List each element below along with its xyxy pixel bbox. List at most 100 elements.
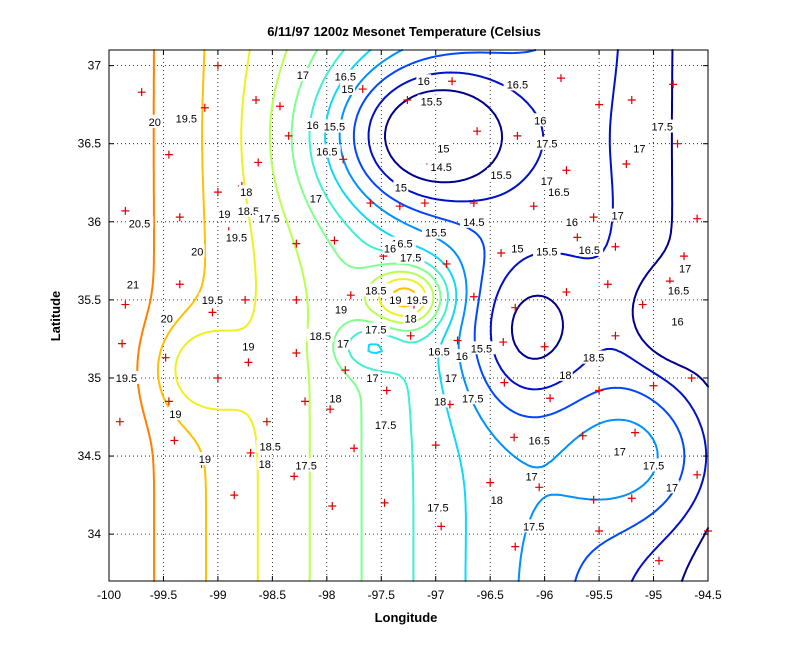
x-tick-label: -98.5 (259, 588, 287, 602)
contour-label: 17.5 (427, 503, 448, 515)
contour-label-bg (362, 283, 390, 297)
station-marker (292, 239, 301, 248)
contour-label-bg (320, 119, 349, 133)
station-marker (213, 373, 222, 382)
contour-label: 18 (434, 396, 446, 408)
station-marker (638, 300, 647, 309)
station-marker (290, 472, 299, 481)
contour-label-bg (670, 314, 685, 328)
station-marker (213, 188, 222, 197)
contour-label: 18 (491, 495, 503, 507)
station-marker (473, 127, 482, 136)
station-marker (500, 378, 509, 387)
station-marker (562, 166, 571, 175)
station-marker (669, 80, 678, 89)
contour-label-bg (306, 328, 335, 342)
x-tick-label: -97 (427, 588, 445, 602)
station-marker (693, 470, 702, 479)
station-marker (431, 441, 440, 450)
contour-label-bg (256, 439, 284, 453)
station-marker (262, 417, 271, 426)
contour-label-bg (365, 370, 380, 384)
contour-label-bg (639, 458, 668, 472)
contour-label-bg (417, 94, 446, 108)
contour-label: 16.5 (668, 286, 689, 298)
contour-label: 16 (307, 120, 319, 132)
contour-label-bg (305, 117, 321, 131)
contour-label-bg (539, 174, 555, 188)
contour-label: 17.5 (295, 460, 316, 472)
contour-label: 17.5 (652, 122, 673, 134)
station-marker (627, 95, 636, 104)
contour-label: 17 (337, 339, 349, 351)
contour-label: 17.5 (375, 420, 396, 432)
contour-label-bg (631, 141, 647, 155)
contour-label-bg (432, 394, 448, 408)
station-marker (595, 386, 604, 395)
station-marker (535, 483, 544, 492)
contour-label: 18.5 (365, 286, 386, 298)
contour-label: 19.5 (116, 373, 137, 385)
station-marker (654, 556, 663, 565)
contour-label: 17.5 (365, 325, 386, 337)
contour-label-bg (382, 241, 398, 255)
contour-label: 19.5 (226, 232, 247, 244)
contour-label-bg (189, 244, 205, 258)
contour-label: 16 (534, 115, 546, 127)
contour-label: 16.5 (335, 72, 356, 84)
contour-label-bg (308, 191, 324, 205)
x-tick-label: -98 (318, 588, 336, 602)
station-marker (230, 491, 239, 500)
contour-label: 15 (511, 243, 523, 255)
contour-label-bg (467, 341, 496, 355)
station-marker (595, 100, 604, 109)
y-axis-ticks: 34 34.5 35 35.5 36 36.5 37 (78, 59, 708, 541)
contour-label-bg (328, 391, 343, 405)
station-marker (611, 331, 620, 340)
station-marker (275, 102, 284, 111)
station-marker (499, 338, 508, 347)
station-marker (546, 394, 555, 403)
station-marker (395, 202, 404, 211)
contour-label-bg (421, 225, 450, 239)
chart-title: 6/11/97 1200z Mesonet Temperature (Celsi… (267, 24, 541, 39)
contour-label: 18 (259, 459, 271, 471)
x-tick-label: -99.5 (150, 588, 178, 602)
contour-label: 18.5 (310, 331, 331, 343)
station-marker (448, 77, 457, 86)
contour-label: 14.5 (463, 217, 484, 229)
contour-label: 14.5 (430, 162, 451, 174)
station-marker (540, 342, 549, 351)
contour-label-bg (503, 77, 532, 91)
station-marker (511, 542, 520, 551)
contour-label: 19 (218, 209, 230, 221)
contour-label-bg (575, 242, 604, 256)
station-marker (578, 431, 587, 440)
contour-label: 18 (240, 187, 252, 199)
y-tick-label: 36.5 (78, 137, 102, 151)
contour-label: 15.5 (471, 343, 492, 355)
x-tick-label: -95 (645, 588, 663, 602)
contour-label-bg (425, 344, 453, 358)
contour-label-bg (443, 370, 459, 384)
contour-line-19-5 (136, 49, 156, 582)
contour-label-bg (664, 480, 680, 494)
station-marker (622, 160, 631, 169)
station-marker (301, 397, 310, 406)
contour-label-bg (292, 458, 320, 472)
contour-label-bg (579, 350, 608, 364)
station-marker (115, 417, 124, 426)
contour-label-bg (217, 206, 232, 220)
station-marker (589, 495, 598, 504)
contour-line-15-5 (352, 49, 686, 582)
station-marker (339, 155, 348, 164)
contour-label: 15 (341, 84, 353, 96)
contour-label: 20 (149, 117, 161, 129)
station-marker (200, 103, 209, 112)
contour-label-bg (564, 214, 580, 228)
station-marker (382, 386, 391, 395)
station-marker (469, 292, 478, 301)
contour-label-bg (197, 452, 213, 466)
contour-label-bg (331, 69, 360, 83)
